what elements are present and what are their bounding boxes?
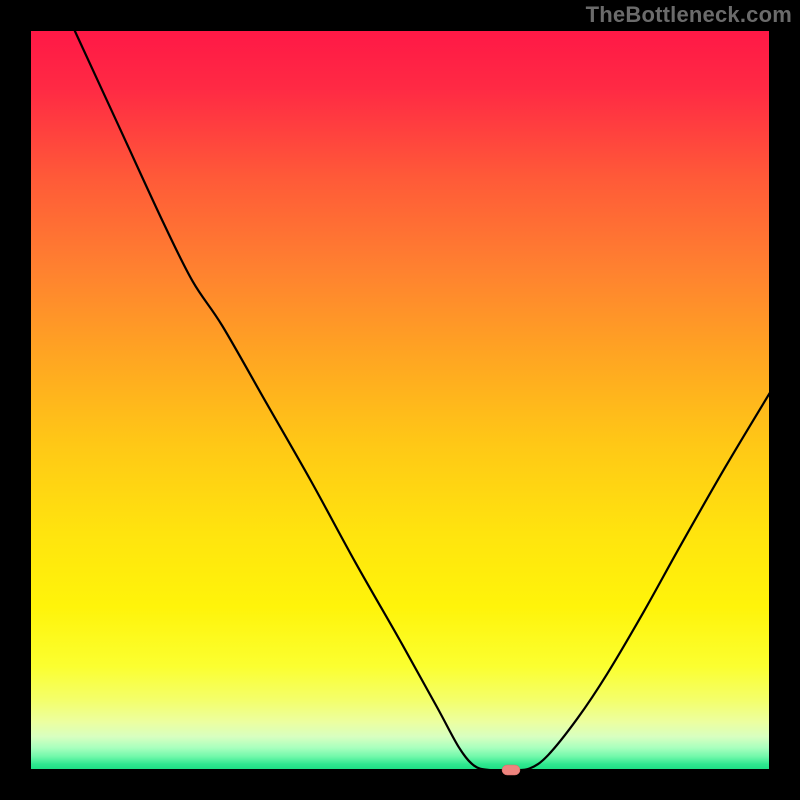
plot-background: [30, 30, 770, 770]
watermark-text: TheBottleneck.com: [586, 2, 792, 28]
chart-container: TheBottleneck.com: [0, 0, 800, 800]
optimal-marker: [502, 765, 520, 775]
bottleneck-chart: [0, 0, 800, 800]
